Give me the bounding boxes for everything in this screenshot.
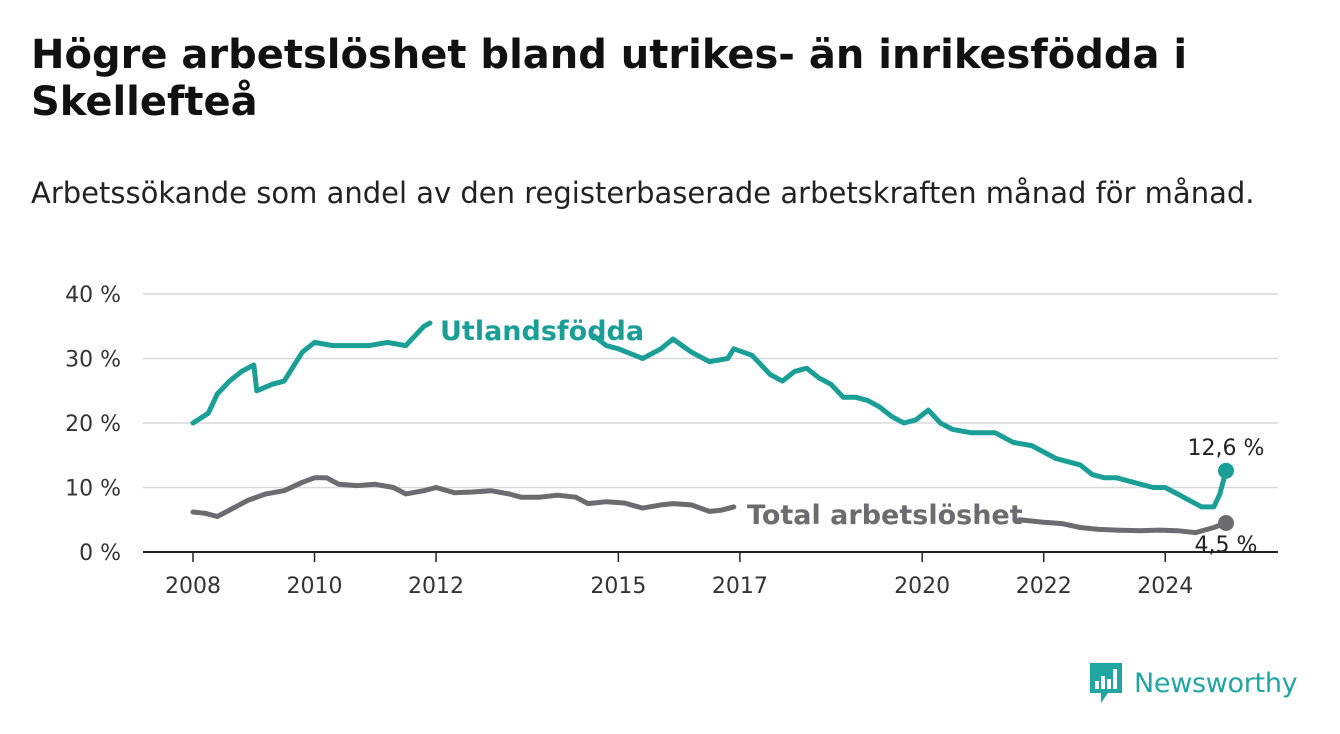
x-tick-label: 2012	[408, 574, 464, 599]
y-tick-label: 40 %	[65, 283, 121, 308]
series-label-total: Total arbetslöshet	[747, 500, 1023, 531]
series-label-utlandsfodda: Utlandsfödda	[440, 316, 644, 347]
x-tick-label: 2008	[165, 574, 221, 599]
chart-title: Högre arbetslöshet bland utrikes- än inr…	[31, 32, 1188, 125]
x-tick-label: 2010	[287, 574, 343, 599]
series-end-point	[1218, 514, 1234, 531]
grid-lines	[143, 293, 1278, 489]
brand-logo: Newsworthy	[1088, 660, 1298, 706]
x-tick-label: 2022	[1016, 574, 1072, 599]
x-tick-label: 2015	[590, 574, 646, 599]
x-tick-label: 2020	[894, 574, 950, 599]
end-value-label: 12,6 %	[1188, 436, 1265, 461]
y-tick-label: 10 %	[65, 477, 121, 502]
series-labels: Utlandsfödda Total arbetslöshet 12,6 % 4,5 …	[440, 316, 1264, 558]
brand-name: Newsworthy	[1134, 667, 1298, 699]
y-tick-label: 30 %	[65, 348, 121, 373]
x-tick-label: 2024	[1137, 574, 1193, 599]
y-axis-ticks: 0 % 10 % 20 % 30 % 40 %	[65, 283, 121, 566]
end-value-label: 4,5 %	[1195, 533, 1258, 558]
series-end-point	[1218, 462, 1234, 479]
line-chart: 0 % 10 % 20 % 30 % 40 % 2008 2010 2012 2015 2017…	[65, 283, 1278, 599]
bar-chart-bubble-icon	[1090, 663, 1122, 703]
x-axis-ticks: 2008 2010 2012 2015 2017 2020 2022 2024	[165, 552, 1193, 599]
y-tick-label: 0 %	[79, 541, 121, 566]
series-line-0	[190, 320, 1229, 510]
series-line-1	[190, 475, 1229, 536]
x-tick-label: 2017	[712, 574, 768, 599]
chart-subtitle: Arbetssökande som andel av den registerb…	[31, 176, 1255, 210]
series-lines	[190, 320, 1234, 536]
y-tick-label: 20 %	[65, 412, 121, 437]
